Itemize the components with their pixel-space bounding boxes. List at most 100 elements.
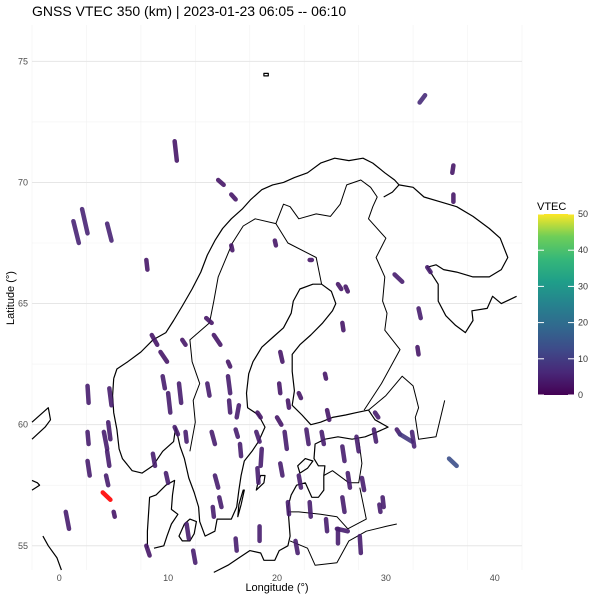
vtec-track bbox=[335, 281, 344, 292]
vtec-track bbox=[377, 502, 383, 515]
coastline-scotland bbox=[31, 479, 41, 491]
vtec-track bbox=[104, 449, 112, 469]
vtec-track bbox=[163, 470, 171, 486]
vtec-track bbox=[285, 398, 292, 410]
vtec-track bbox=[345, 470, 353, 490]
colorbar-tick-label: 0 bbox=[578, 390, 583, 400]
vtec-track bbox=[144, 257, 150, 272]
vtec-track bbox=[158, 349, 170, 364]
x-tick-label: 20 bbox=[272, 573, 282, 583]
coastline-kola bbox=[398, 184, 517, 334]
y-tick-label: 75 bbox=[18, 56, 28, 66]
vtec-track bbox=[392, 272, 405, 285]
vtec-track bbox=[144, 543, 152, 558]
x-axis-ticks: 0 10 20 30 40 bbox=[57, 573, 500, 583]
vtec-track bbox=[285, 499, 292, 517]
coastline-gotland bbox=[255, 474, 266, 491]
colorbar-tick-label: 40 bbox=[578, 245, 588, 255]
vtec-track bbox=[446, 456, 459, 469]
grid bbox=[31, 25, 523, 570]
vtec-track bbox=[340, 444, 347, 464]
y-axis-title: Latitude (°) bbox=[5, 271, 17, 325]
border-lines bbox=[189, 179, 401, 452]
vtec-track bbox=[272, 238, 279, 248]
vtec-track bbox=[293, 538, 300, 556]
vtec-track bbox=[278, 349, 285, 364]
vtec-track bbox=[85, 458, 92, 478]
vtec-track bbox=[183, 429, 189, 444]
vtec-track bbox=[103, 473, 111, 488]
y-axis-ticks: 55 60 65 70 75 bbox=[18, 56, 28, 550]
vtec-track bbox=[415, 344, 421, 357]
chart-title: GNSS VTEC 350 (km) | 2023-01-23 06:05 --… bbox=[32, 3, 346, 19]
vtec-track bbox=[304, 427, 311, 447]
vtec-track bbox=[278, 461, 285, 478]
vtec-track bbox=[322, 371, 329, 381]
vtec-track bbox=[111, 509, 118, 519]
colorbar-tick-label: 10 bbox=[578, 354, 588, 364]
coastline-denmark bbox=[146, 479, 179, 549]
colorbar-tick-label: 50 bbox=[578, 209, 588, 219]
vtec-track bbox=[380, 495, 386, 510]
y-tick-label: 60 bbox=[18, 420, 28, 430]
vtec-track bbox=[359, 475, 367, 493]
vtec-track bbox=[343, 284, 351, 294]
vtec-track bbox=[409, 429, 417, 449]
vtec-track bbox=[107, 386, 114, 408]
vtec-track bbox=[63, 509, 72, 532]
coastline-norway-north bbox=[113, 157, 400, 379]
vtec-track bbox=[71, 218, 82, 246]
vtec-track bbox=[416, 306, 423, 321]
vtec-track bbox=[101, 429, 110, 452]
vtec-track bbox=[85, 429, 91, 447]
vtec-track bbox=[211, 332, 223, 347]
vtec-track bbox=[210, 504, 217, 519]
vtec-track bbox=[296, 473, 304, 490]
vtec-track bbox=[100, 490, 113, 503]
vtec-track bbox=[258, 446, 265, 469]
vtec-track bbox=[233, 427, 241, 440]
x-tick-label: 30 bbox=[381, 573, 391, 583]
vtec-track bbox=[104, 221, 114, 243]
vtec-track bbox=[212, 473, 221, 490]
vtec-track bbox=[225, 359, 233, 369]
vtec-track bbox=[160, 373, 168, 391]
y-tick-label: 65 bbox=[18, 299, 28, 309]
border-lithuania bbox=[289, 523, 397, 566]
vtec-track bbox=[371, 427, 379, 444]
coastline-england bbox=[42, 535, 62, 571]
vtec-track bbox=[79, 206, 90, 236]
vtec-track bbox=[180, 337, 188, 347]
colorbar-legend: VTEC 0 10 20 30 40 50 bbox=[537, 201, 588, 400]
vtec-track bbox=[105, 419, 113, 442]
vtec-track bbox=[319, 429, 327, 447]
vtec-track bbox=[450, 163, 456, 176]
border-ladoga bbox=[368, 375, 446, 440]
coastline-saaremaa bbox=[297, 458, 314, 474]
coastline-shetland bbox=[31, 407, 52, 440]
vtec-track bbox=[372, 410, 381, 420]
vtec-track bbox=[307, 499, 314, 519]
coastline-oland bbox=[237, 489, 245, 518]
vtec-track bbox=[282, 429, 290, 452]
vtec-track bbox=[274, 415, 284, 427]
x-tick-label: 0 bbox=[57, 573, 62, 583]
x-axis-title: Longitude (°) bbox=[245, 582, 308, 594]
vtec-track bbox=[334, 526, 351, 534]
vtec-track bbox=[165, 390, 173, 415]
border-latvia bbox=[287, 487, 367, 530]
y-tick-label: 70 bbox=[18, 177, 28, 187]
vtec-track bbox=[150, 451, 158, 469]
land-outline bbox=[31, 72, 517, 573]
vtec-track bbox=[226, 398, 233, 415]
vtec-track bbox=[324, 407, 332, 423]
vtec-track bbox=[209, 429, 218, 447]
coastline-baltic bbox=[111, 283, 389, 573]
colorbar bbox=[538, 214, 574, 395]
vtec-track bbox=[172, 139, 180, 163]
vtec-track bbox=[149, 332, 160, 347]
vtec-track bbox=[323, 516, 330, 534]
vtec-track bbox=[172, 424, 181, 437]
colorbar-tick-label: 30 bbox=[578, 281, 588, 291]
